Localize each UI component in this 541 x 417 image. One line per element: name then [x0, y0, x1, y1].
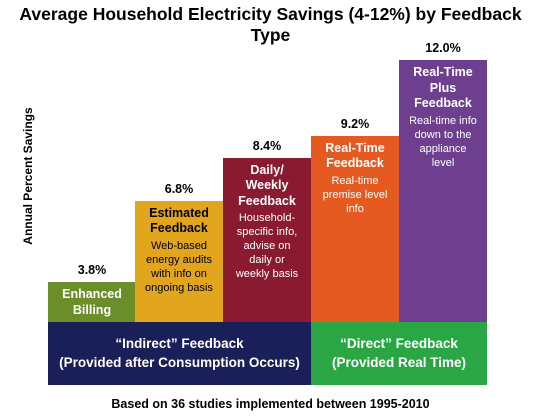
bar-value-label-4: 9.2%: [340, 116, 370, 131]
footnote: Based on 36 studies implemented between …: [111, 397, 430, 411]
direct-feedback-band: “Direct” Feedback (Provided Real Time): [311, 322, 487, 385]
bar-desc-3: Household- specific info, advise on dail…: [235, 212, 299, 280]
direct-feedback-subtitle: (Provided Real Time): [331, 355, 467, 370]
direct-feedback-title: “Direct” Feedback: [340, 336, 458, 351]
chart-title: Average Household Electricity Savings (4…: [19, 4, 522, 45]
bar-text-5: Real-Time Plus Feedback Real-time info do…: [399, 65, 487, 170]
bar-text-2: Estimated Feedback Web-based energy audit…: [135, 206, 223, 295]
bar-value-label-3: 8.4%: [252, 138, 282, 153]
bar-value-label-2: 6.8%: [164, 181, 194, 196]
bar-desc-2: Web-based energy audits with info on ong…: [145, 239, 213, 294]
bar-name-5: Real-Time Plus Feedback: [413, 65, 473, 110]
bar-name-4: Real-Time Feedback: [325, 140, 385, 171]
bar-desc-1: Household- specific info, advice: [48, 320, 136, 321]
bar-text-1: Enhanced Billing Household- specific info…: [48, 287, 136, 321]
bar-value-label-5: 12.0%: [425, 41, 461, 55]
indirect-feedback-title: “Indirect” Feedback: [115, 336, 244, 351]
indirect-feedback-subtitle: (Provided after Consumption Occurs): [59, 355, 300, 370]
bar-desc-5: Real-time info down to the appliance lev…: [409, 114, 477, 169]
bar-name-2: Estimated Feedback: [149, 205, 209, 236]
y-axis-label: Annual Percent Savings: [21, 107, 35, 245]
bar-text-3: Daily/ Weekly Feedback Household- specifi…: [223, 163, 311, 282]
indirect-feedback-band: “Indirect” Feedback (Provided after Cons…: [48, 322, 311, 385]
bar-name-3: Daily/ Weekly Feedback: [238, 162, 296, 208]
bar-desc-4: Real-time premise level info: [322, 174, 388, 215]
bar-name-1: Enhanced Billing: [62, 287, 122, 317]
bar-text-4: Real-Time Feedback Real-time premise leve…: [311, 141, 399, 216]
bar-value-label-1: 3.8%: [77, 263, 107, 278]
